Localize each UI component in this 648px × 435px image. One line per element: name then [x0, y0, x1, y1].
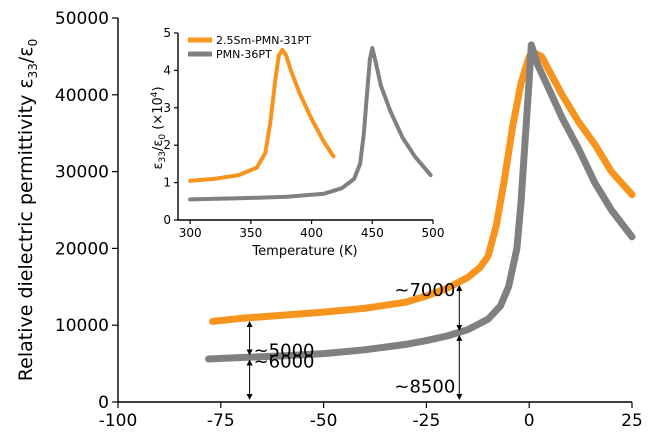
main-y-ticks: 0 10000 20000 30000 40000 50000	[55, 9, 118, 413]
main-series-2-5sm-pmn-31pt	[209, 49, 636, 325]
annotation-label-8500: ~8500	[394, 376, 455, 397]
main-x-ticks: -100 -75 -50 -25 0 25	[99, 402, 643, 431]
annotation-label-7000: ~7000	[394, 280, 455, 301]
inset-y-tick-label: 1	[163, 176, 171, 190]
inset-chart: 300 350 400 450 500 0 1 2 3 4 5 Temperature (K) ε…	[150, 26, 444, 259]
inset-y-tick-label: 4	[163, 63, 171, 77]
inset-y-tick-label: 2	[163, 138, 171, 152]
main-x-tick-label: 0	[524, 411, 535, 431]
inset-x-axis-title: Temperature (K)	[251, 244, 357, 259]
main-y-tick-label: 40000	[55, 86, 109, 106]
main-y-axis-title: Relative dielectric permittivity ε33/ε0	[15, 39, 40, 381]
annotation-label-5000: ~5000	[254, 340, 315, 361]
inset-x-tick-label: 400	[300, 226, 323, 240]
main-y-tick-label: 10000	[55, 316, 109, 336]
inset-x-tick-label: 300	[179, 226, 202, 240]
main-x-tick-label: -25	[413, 411, 441, 431]
main-y-tick-label: 50000	[55, 9, 109, 29]
main-x-tick-label: -50	[310, 411, 338, 431]
main-series-pmn-36pt	[205, 41, 636, 363]
inset-x-tick-label: 350	[239, 226, 262, 240]
main-series-group	[205, 41, 636, 363]
main-x-tick-label: -100	[99, 411, 138, 431]
main-axes: -100 -75 -50 -25 0 25 01000020000300004000050…	[55, 9, 643, 431]
main-y-tick-label: 0	[98, 393, 109, 413]
inset-series-pmn-36pt	[188, 46, 433, 202]
inset-y-axis-title: ε33/ε0 (×104)	[150, 86, 168, 169]
main-annotations: ~5000~6000 ~7000 ~8500	[246, 280, 463, 400]
legend-label-pmn-36pt: PMN-36PT	[216, 48, 272, 61]
inset-x-ticks: 300 350 400 450 500	[179, 220, 445, 240]
inset-y-tick-label: 0	[163, 213, 171, 227]
annotation-label-6000: ~6000	[254, 352, 315, 373]
inset-legend: 2.5Sm-PMN-31PT PMN-36PT	[188, 34, 311, 61]
inset-series-2-5sm-pmn-31pt	[188, 47, 336, 183]
inset-series-group	[188, 46, 433, 202]
main-y-tick-label: 30000	[55, 163, 109, 183]
inset-x-tick-label: 450	[361, 226, 384, 240]
inset-x-tick-label: 500	[422, 226, 445, 240]
inset-y-tick-label: 5	[163, 26, 171, 40]
inset-y-tick-label: 3	[163, 101, 171, 115]
inset-y-ticks: 0 1 2 3 4 5	[163, 26, 178, 227]
legend-label-sm-pmn-31pt: 2.5Sm-PMN-31PT	[216, 34, 311, 47]
main-x-tick-label: -75	[207, 411, 235, 431]
main-x-tick-label: 25	[621, 411, 643, 431]
main-y-tick-label: 20000	[55, 239, 109, 259]
